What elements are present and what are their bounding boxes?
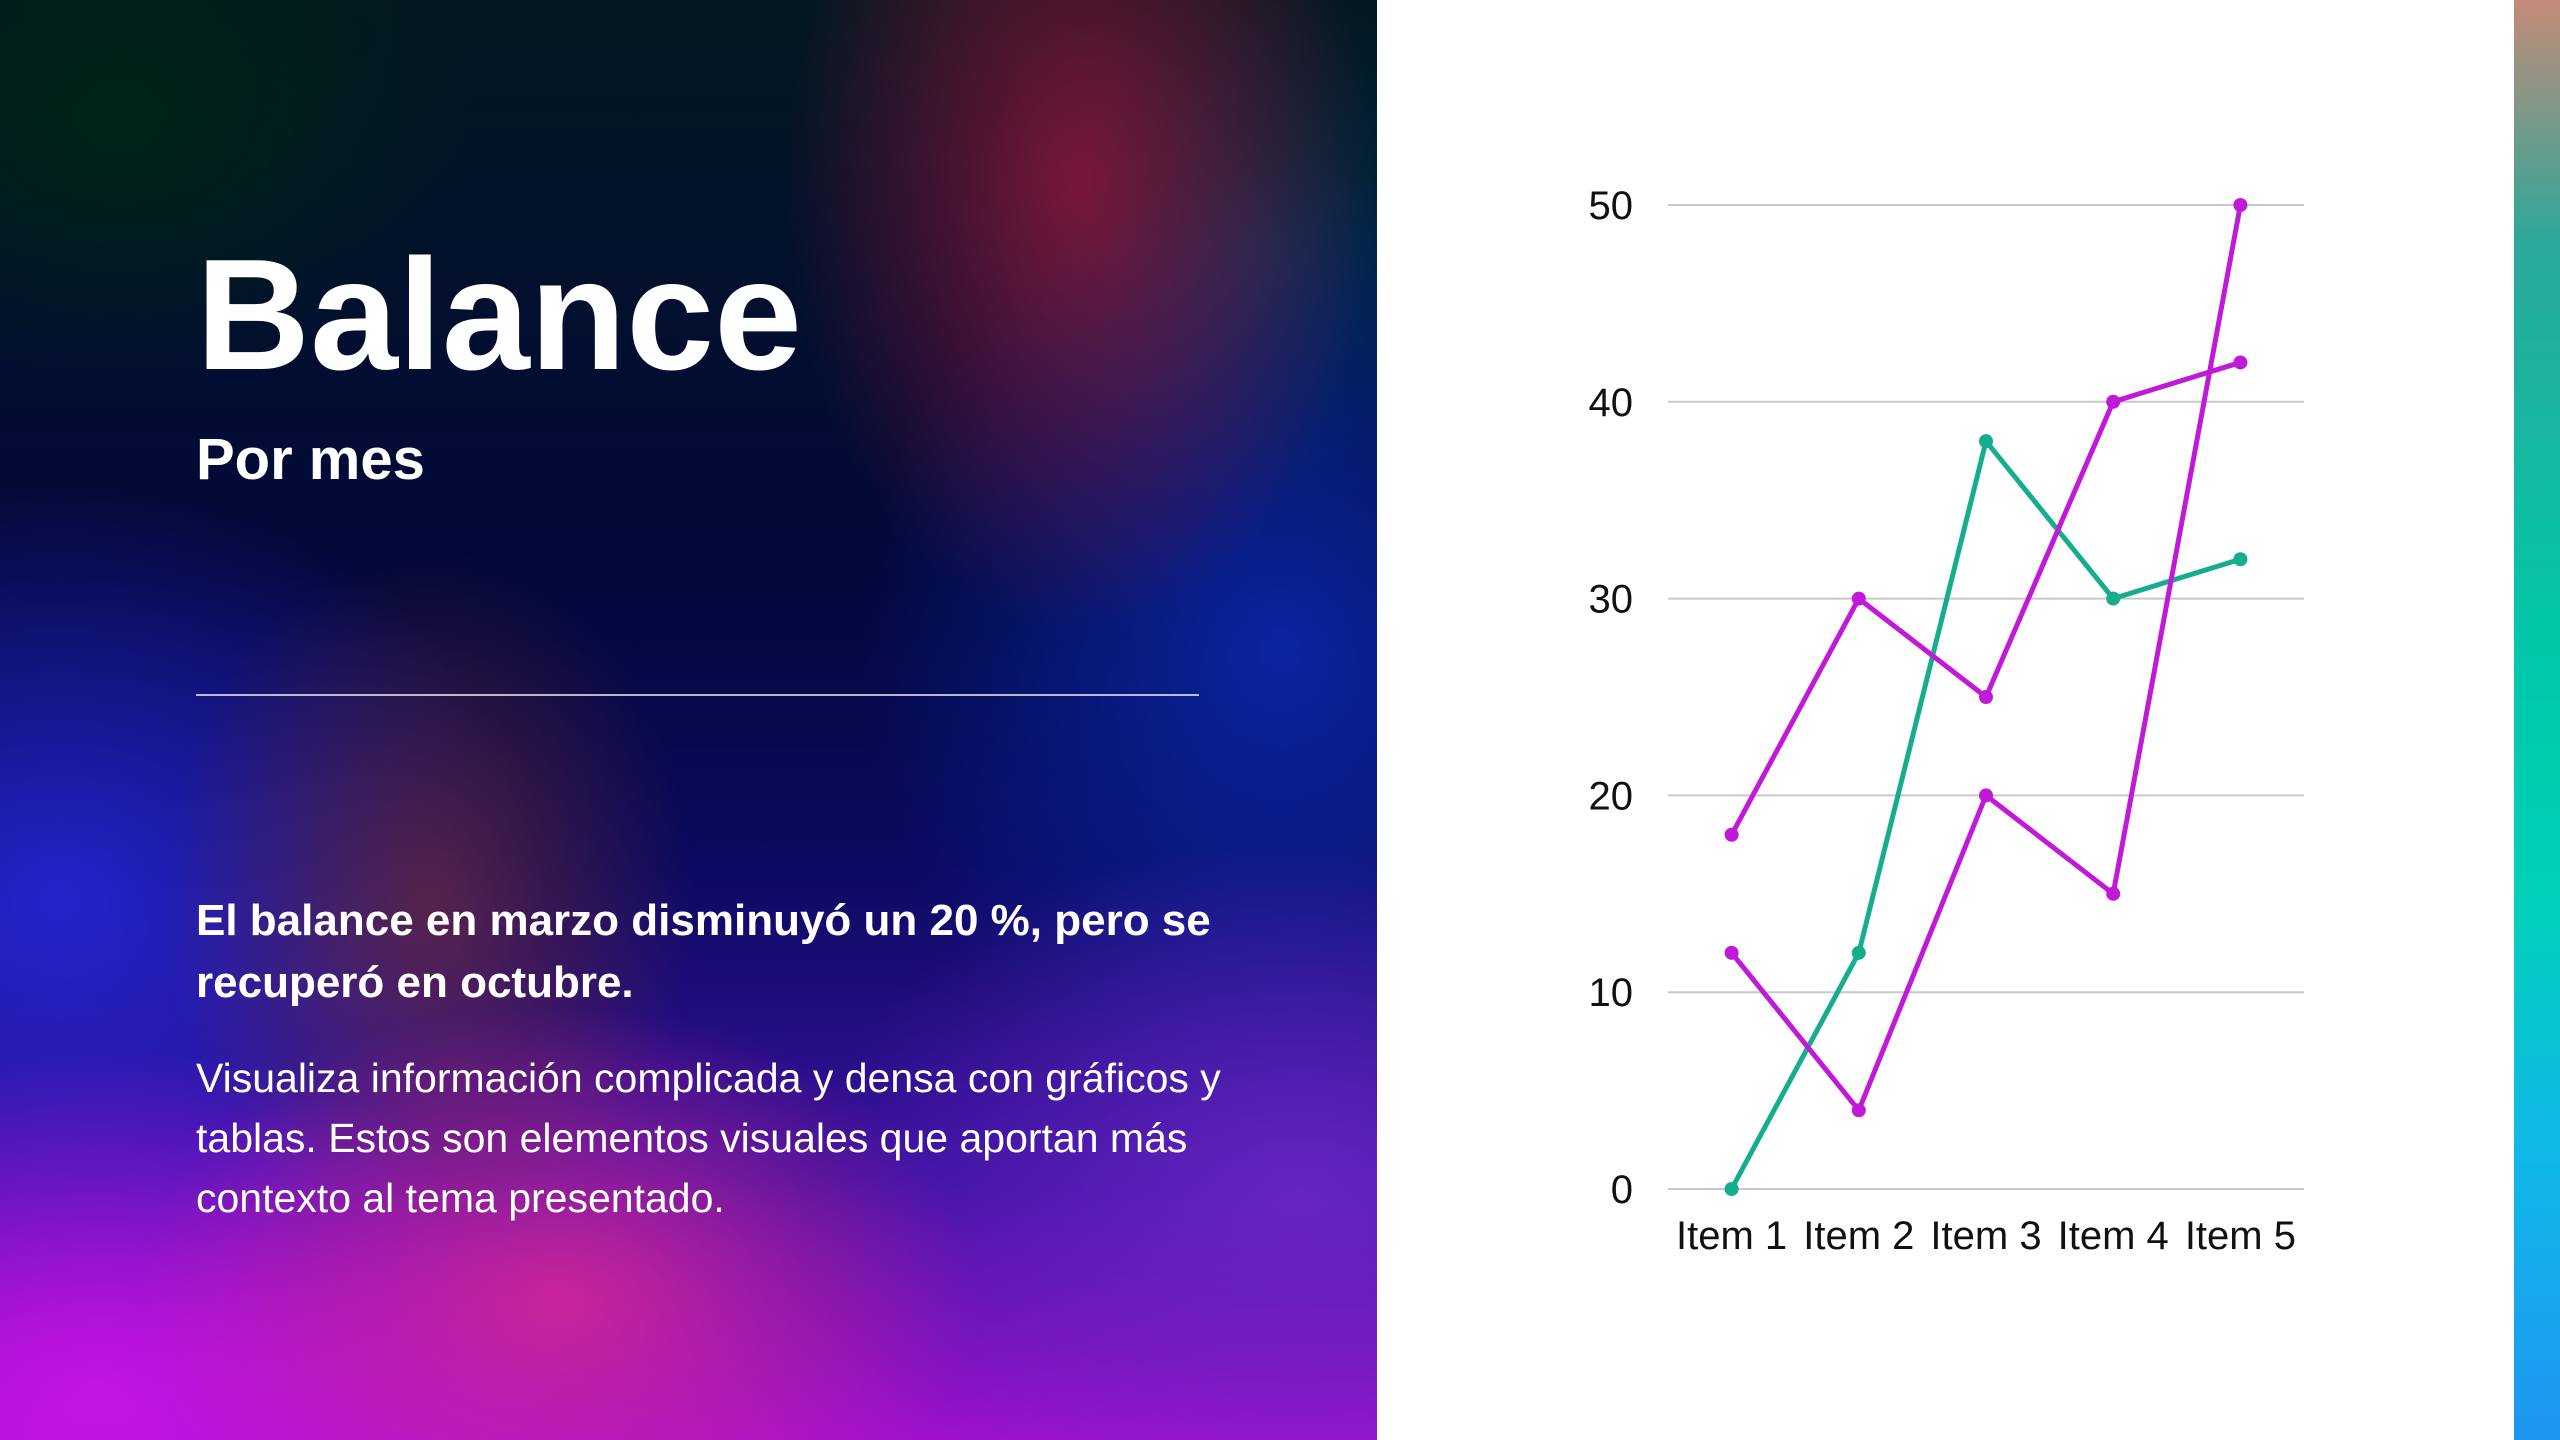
data-point <box>1851 945 1866 960</box>
highlight-text: El balance en marzo disminuyó un 20 %, p… <box>196 896 1211 1007</box>
data-point <box>1851 1103 1866 1118</box>
edge-gradient-strip <box>2514 0 2560 1440</box>
slide-subtitle: Por mes <box>196 427 425 492</box>
data-point <box>1724 827 1739 842</box>
y-tick-label: 10 <box>1589 971 1634 1015</box>
data-point <box>1979 690 1993 704</box>
data-point <box>2106 394 2121 409</box>
series-line-3 <box>1729 202 2243 1113</box>
x-tick-label: Item 4 <box>2058 1214 2169 1258</box>
data-point <box>1851 591 1866 606</box>
slide-title: Balance <box>196 227 803 403</box>
data-point <box>1979 788 1993 803</box>
data-point <box>2233 355 2248 370</box>
data-point <box>2106 886 2121 901</box>
line-chart: 0 10 20 30 40 50 Item 1 Item 2 Item 3 Item 4 Item … <box>1380 0 2514 1440</box>
y-tick-label: 0 <box>1611 1168 1633 1212</box>
data-point <box>2233 198 2248 212</box>
data-point <box>2106 591 2121 606</box>
x-tick-label: Item 3 <box>1930 1214 2041 1258</box>
y-tick-label: 50 <box>1589 184 1634 228</box>
series-line-1 <box>1729 438 2243 1192</box>
body-text: Visualiza información complicada y densa… <box>196 1055 1221 1221</box>
x-tick-label: Item 5 <box>2185 1214 2296 1258</box>
data-point <box>1979 434 1993 449</box>
y-tick-label: 20 <box>1589 774 1634 818</box>
x-tick-label: Item 2 <box>1803 1214 1914 1258</box>
y-tick-label: 40 <box>1589 381 1634 425</box>
gradient-panel: Balance Por mes El balance en marzo dism… <box>0 0 1377 1440</box>
chart-svg: 0 10 20 30 40 50 Item 1 Item 2 Item 3 Item 4 Item … <box>1589 184 2304 1258</box>
data-point <box>1724 1182 1739 1196</box>
x-tick-label: Item 1 <box>1676 1214 1787 1258</box>
data-point <box>1724 945 1739 960</box>
data-point <box>2233 552 2248 567</box>
divider <box>196 694 1199 696</box>
y-tick-label: 30 <box>1589 578 1634 622</box>
